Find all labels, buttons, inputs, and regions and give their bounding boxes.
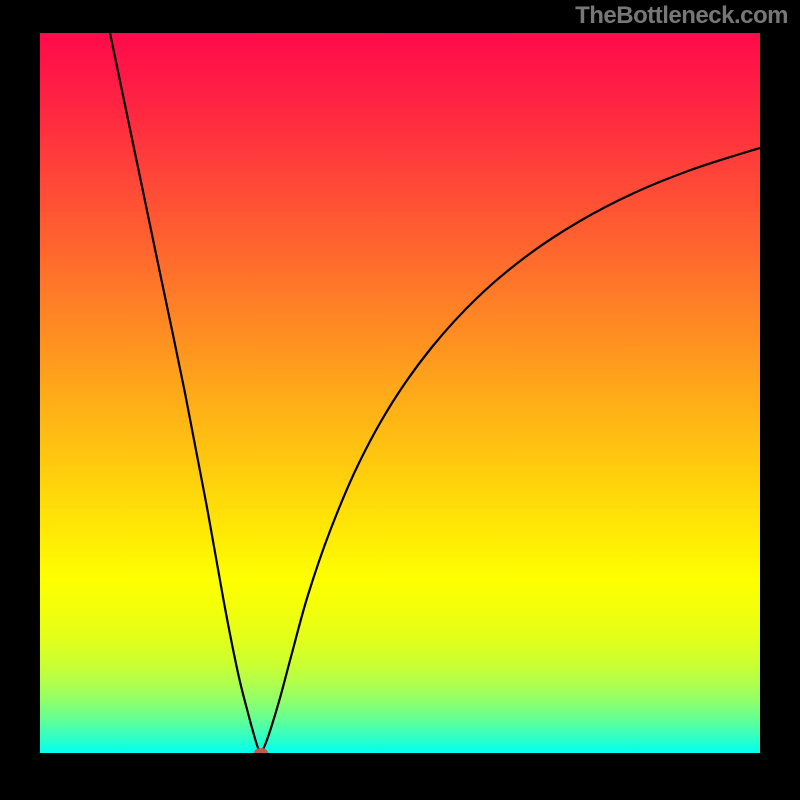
bottleneck-curve — [40, 33, 760, 753]
minimum-marker — [254, 748, 268, 753]
plot-area — [40, 33, 760, 753]
curve-right-branch — [261, 148, 760, 753]
watermark-text: TheBottleneck.com — [575, 2, 788, 30]
curve-left-branch — [110, 33, 261, 753]
